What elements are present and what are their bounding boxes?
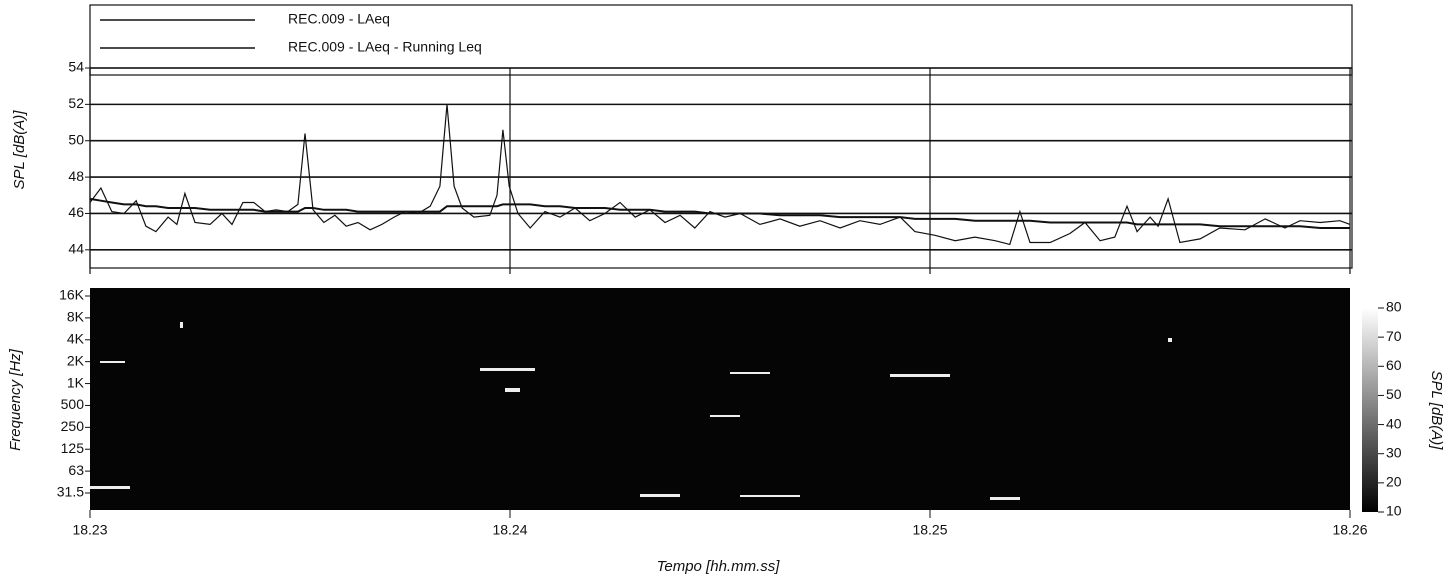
- y-tick-label: 52: [68, 95, 84, 111]
- legend-label: REC.009 - LAeq - Running Leq: [288, 39, 482, 55]
- legend-label: REC.009 - LAeq: [288, 11, 390, 27]
- colorbar-tick-label: 80: [1386, 299, 1402, 315]
- spectrogram: [90, 288, 1350, 510]
- series-line: [89, 197, 1350, 229]
- y-tick-label: 500: [61, 396, 85, 412]
- colorbar: [1362, 308, 1378, 512]
- y-tick-label: 50: [68, 131, 84, 147]
- y-tick-label: 54: [68, 59, 84, 75]
- plot-frame: [89, 67, 1353, 269]
- y-tick-label: 1K: [67, 374, 85, 390]
- x-axis-label: Tempo [hh.mm.ss]: [657, 558, 781, 575]
- x-tick-label: 18.23: [72, 522, 107, 538]
- y-tick-label: 46: [68, 204, 84, 220]
- colorbar-tick-label: 60: [1386, 357, 1402, 373]
- y-tick-label: 63: [68, 462, 84, 478]
- y-tick-label: 16K: [59, 287, 85, 303]
- y-axis-label: SPL [dB(A)]: [11, 110, 28, 190]
- y-tick-label: 4K: [67, 330, 85, 346]
- colorbar-tick-label: 70: [1386, 328, 1402, 344]
- x-tick-label: 18.26: [1332, 522, 1367, 538]
- spectrogram-specks: [90, 322, 1172, 500]
- colorbar-tick-label: 40: [1386, 415, 1402, 431]
- colorbar-tick-label: 50: [1386, 386, 1402, 402]
- y-tick-label: 48: [68, 168, 84, 184]
- y-axis-label: Frequency [Hz]: [7, 348, 24, 451]
- y-tick-label: 250: [61, 418, 85, 434]
- x-tick-label: 18.24: [492, 522, 527, 538]
- colorbar-tick-label: 10: [1386, 503, 1402, 519]
- y-tick-label: 125: [61, 440, 85, 456]
- colorbar-label: SPL [dB(A)]: [1428, 371, 1445, 451]
- x-tick-label: 18.25: [912, 522, 947, 538]
- y-tick-label: 2K: [67, 352, 85, 368]
- colorbar-tick-label: 30: [1386, 444, 1402, 460]
- y-tick-label: 8K: [67, 309, 85, 325]
- colorbar-tick-label: 20: [1386, 474, 1402, 490]
- y-tick-label: 44: [68, 241, 84, 257]
- y-tick-label: 31.5: [57, 484, 84, 500]
- series-line: [89, 104, 1351, 246]
- legend-box: [89, 4, 1353, 76]
